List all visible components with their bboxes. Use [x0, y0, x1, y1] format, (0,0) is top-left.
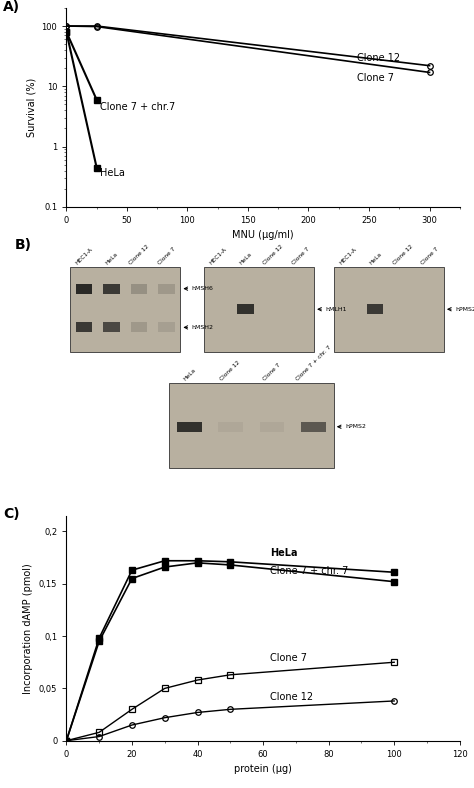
Text: hMSH6: hMSH6	[191, 286, 213, 291]
X-axis label: MNU (μg/ml): MNU (μg/ml)	[232, 230, 294, 240]
Bar	[218, 422, 243, 432]
Text: HEC1-A: HEC1-A	[338, 247, 357, 266]
Bar	[260, 422, 284, 432]
Bar	[367, 304, 383, 314]
Bar	[301, 422, 326, 432]
Text: HeLa: HeLa	[270, 548, 297, 559]
Text: HeLa: HeLa	[104, 251, 118, 266]
Text: Clone 12: Clone 12	[128, 243, 150, 266]
Text: Clone 12: Clone 12	[262, 243, 284, 266]
X-axis label: protein (μg): protein (μg)	[234, 764, 292, 775]
Text: Clone 7 + chr.7: Clone 7 + chr.7	[100, 102, 175, 112]
Text: Clone 7 + chr. 7: Clone 7 + chr. 7	[270, 567, 348, 576]
Text: Clone 7 + chr. 7: Clone 7 + chr. 7	[295, 345, 332, 382]
Bar	[76, 284, 92, 294]
Text: Clone 12: Clone 12	[270, 692, 313, 702]
Text: HeLa: HeLa	[182, 368, 196, 382]
Text: Clone 7: Clone 7	[357, 72, 394, 83]
Text: HeLa: HeLa	[238, 251, 253, 266]
Text: Clone 12: Clone 12	[219, 360, 242, 382]
Text: hMLH1: hMLH1	[325, 307, 346, 312]
Text: C): C)	[3, 507, 20, 521]
Text: Clone 7: Clone 7	[270, 653, 307, 663]
Text: hMSH2: hMSH2	[191, 325, 213, 330]
Bar	[103, 284, 120, 294]
Text: HEC1-A: HEC1-A	[208, 247, 228, 266]
Text: Clone 7: Clone 7	[262, 362, 282, 382]
Text: Clone 7: Clone 7	[420, 247, 440, 266]
Y-axis label: Survival (%): Survival (%)	[26, 78, 36, 137]
Bar	[177, 422, 202, 432]
Text: A): A)	[3, 0, 20, 14]
Text: hPMS2: hPMS2	[455, 307, 474, 312]
Bar	[158, 284, 175, 294]
Bar	[169, 383, 334, 468]
Text: Clone 12: Clone 12	[392, 243, 414, 266]
Text: B): B)	[15, 238, 32, 252]
Bar	[204, 267, 314, 351]
Bar	[334, 267, 444, 351]
Bar	[76, 322, 92, 333]
Text: HeLa: HeLa	[368, 251, 383, 266]
Text: hPMS2: hPMS2	[345, 424, 366, 429]
Bar	[131, 322, 147, 333]
Y-axis label: Incorporation dAMP (pmol): Incorporation dAMP (pmol)	[23, 563, 33, 693]
Bar	[70, 267, 181, 351]
Bar	[131, 284, 147, 294]
Bar	[103, 322, 120, 333]
Text: Clone 7: Clone 7	[157, 247, 176, 266]
Bar	[237, 304, 254, 314]
Bar	[158, 322, 175, 333]
Text: HEC1-A: HEC1-A	[74, 247, 93, 266]
Text: Clone 7: Clone 7	[291, 247, 310, 266]
Text: HeLa: HeLa	[100, 169, 125, 178]
Text: Clone 12: Clone 12	[357, 53, 400, 62]
